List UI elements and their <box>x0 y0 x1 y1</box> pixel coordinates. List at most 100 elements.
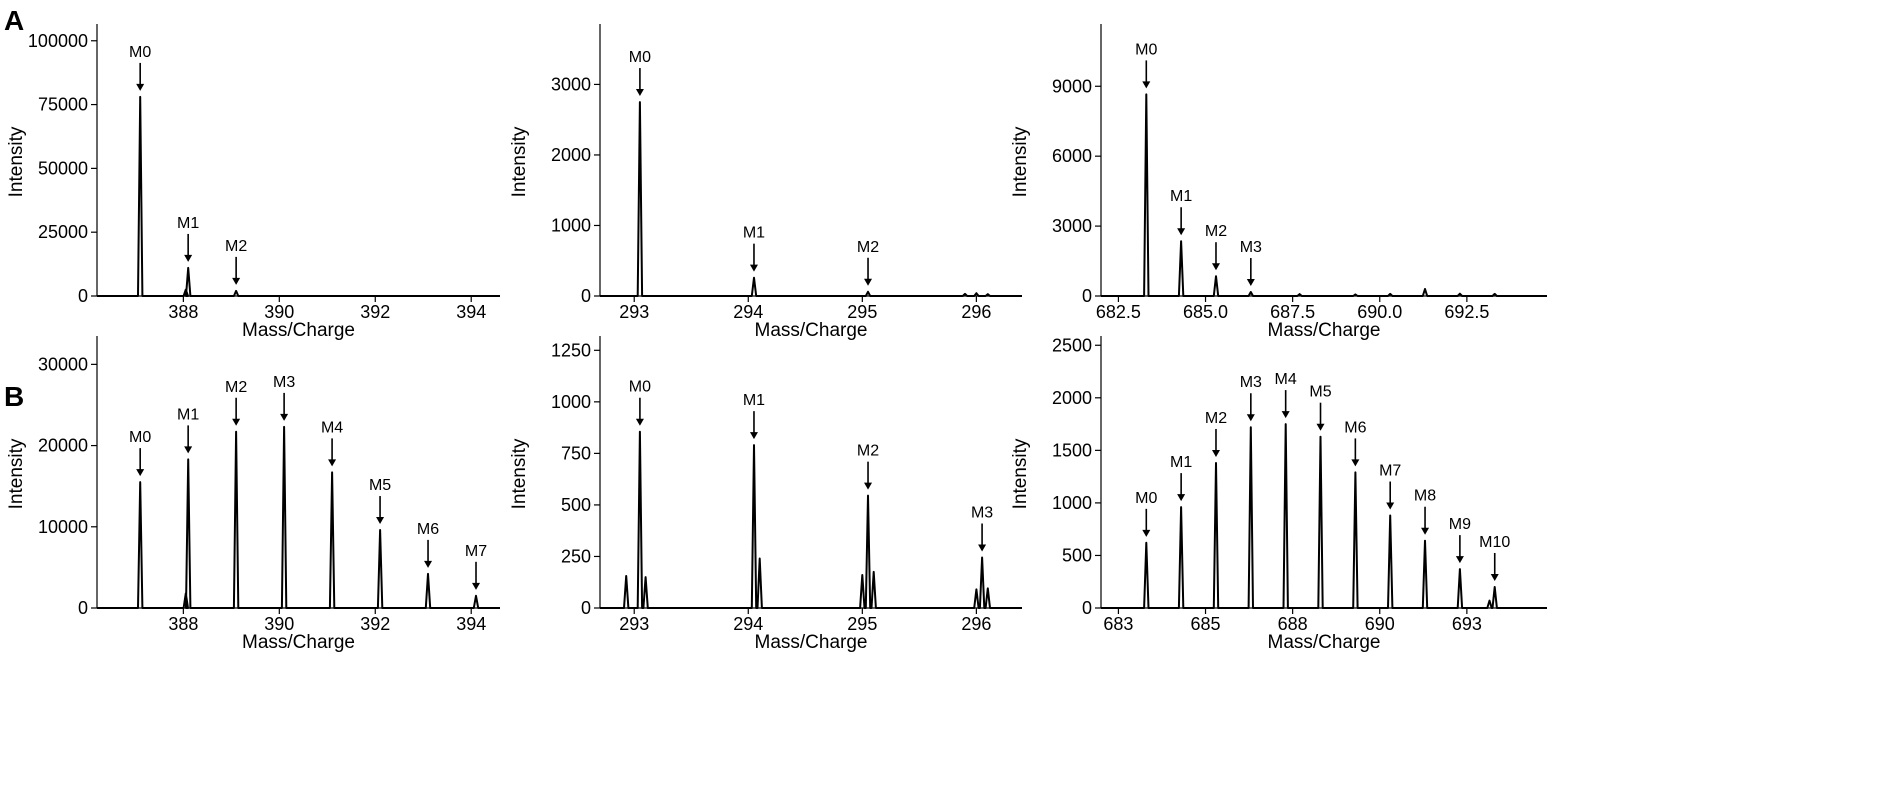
spectrum-chart-6: 0 500 1000 1500 2000 2500 683 685 688 690 693 Mass/… <box>1010 335 1547 653</box>
peak-arrow-head <box>424 560 433 568</box>
peak-arrow-head <box>749 432 758 440</box>
peak-label: M2 <box>225 238 247 255</box>
y-tick-label: 3000 <box>551 74 591 94</box>
y-tick-label: 30000 <box>38 354 88 374</box>
peak-arrow-head <box>1386 502 1395 510</box>
y-axis-label: Intensity <box>1010 126 1031 197</box>
x-tick-label: 293 <box>619 614 649 634</box>
peak-label: M5 <box>1309 384 1331 401</box>
peak-arrow-head <box>1211 449 1220 457</box>
peak-label: M6 <box>1344 419 1366 436</box>
peak-arrow-head <box>1177 494 1186 502</box>
y-tick-label: 0 <box>78 598 88 618</box>
x-tick-label: 688 <box>1278 614 1308 634</box>
peak-arrow-head <box>864 482 873 490</box>
x-tick-label: 388 <box>168 302 198 322</box>
y-axis-label: Intensity <box>509 126 530 197</box>
y-tick-label: 2000 <box>1052 388 1092 408</box>
y-tick-label: 20000 <box>38 436 88 456</box>
spectrum-trace <box>97 95 500 297</box>
y-tick-label: 0 <box>78 286 88 306</box>
x-tick-label: 690.0 <box>1357 302 1402 322</box>
peak-label: M1 <box>177 406 199 423</box>
x-axis-label: Mass/Charge <box>1268 632 1381 653</box>
x-tick-label: 690 <box>1365 614 1395 634</box>
peak-arrow-head <box>1246 414 1255 422</box>
x-tick-label: 294 <box>733 302 763 322</box>
x-tick-label: 296 <box>961 302 991 322</box>
peak-arrow-head <box>1421 527 1430 535</box>
peak-arrow-head <box>1142 81 1151 89</box>
spectrum-chart-4: 0 10000 20000 30000 388 390 392 394 Mass/Charge I… <box>6 336 500 653</box>
peak-label: M2 <box>857 443 879 460</box>
peak-arrow-head <box>1490 573 1499 581</box>
x-tick-label: 685 <box>1191 614 1221 634</box>
y-axis-label: Intensity <box>6 126 27 197</box>
x-tick-label: 390 <box>264 302 294 322</box>
y-axis-label: Intensity <box>6 438 27 509</box>
peak-label: M2 <box>857 239 879 256</box>
y-tick-label: 3000 <box>1052 216 1092 236</box>
peak-arrow-head <box>280 413 289 421</box>
peak-label: M3 <box>273 374 295 391</box>
peak-label: M1 <box>177 215 199 232</box>
y-tick-label: 500 <box>561 495 591 515</box>
spectrum-chart-3: 0 3000 6000 9000 682.5 685.0 687.5 690.0 692.5 Ma… <box>1010 24 1547 341</box>
peak-arrow-head <box>376 517 385 525</box>
peak-arrow-head <box>1142 529 1151 537</box>
peak-label: M0 <box>1135 41 1157 58</box>
peak-label: M2 <box>225 379 247 396</box>
peak-label: M7 <box>465 543 487 560</box>
spectrum-trace <box>600 101 1022 297</box>
x-tick-label: 683 <box>1103 614 1133 634</box>
peak-label: M3 <box>1240 374 1262 391</box>
y-tick-label: 75000 <box>38 95 88 115</box>
x-axis-label: Mass/Charge <box>755 320 868 341</box>
x-tick-label: 394 <box>456 614 486 634</box>
peak-label: M1 <box>743 392 765 409</box>
peak-arrow-head <box>1246 279 1255 287</box>
y-tick-label: 1000 <box>1052 493 1092 513</box>
peak-label: M4 <box>321 419 343 436</box>
x-tick-label: 394 <box>456 302 486 322</box>
spectrum-trace <box>1101 423 1547 609</box>
peak-arrow-head <box>136 469 145 477</box>
peak-label: M4 <box>1275 371 1297 388</box>
spectrum-trace <box>97 425 500 609</box>
peak-label: M3 <box>1240 239 1262 256</box>
y-tick-label: 250 <box>561 546 591 566</box>
peak-arrow-head <box>1177 228 1186 236</box>
peak-arrow-head <box>1351 459 1360 467</box>
y-tick-label: 1000 <box>551 215 591 235</box>
peak-arrow-head <box>232 418 241 426</box>
peak-arrow-head <box>184 446 193 454</box>
peak-label: M0 <box>1135 490 1157 507</box>
x-axis-label: Mass/Charge <box>1268 320 1381 341</box>
y-tick-label: 50000 <box>38 158 88 178</box>
peak-label: M0 <box>629 379 651 396</box>
x-tick-label: 392 <box>360 302 390 322</box>
peak-label: M8 <box>1414 488 1436 505</box>
spectrum-trace <box>1101 93 1547 297</box>
y-tick-label: 0 <box>1082 598 1092 618</box>
peak-label: M7 <box>1379 463 1401 480</box>
peak-arrow-head <box>635 418 644 426</box>
y-tick-label: 0 <box>581 598 591 618</box>
x-tick-label: 685.0 <box>1183 302 1228 322</box>
y-tick-label: 9000 <box>1052 76 1092 96</box>
x-tick-label: 390 <box>264 614 294 634</box>
y-tick-label: 10000 <box>38 517 88 537</box>
peak-arrow-head <box>1455 556 1464 564</box>
spectrum-chart-2: 0 1000 2000 3000 293 294 295 296 Mass/Charge Inte… <box>509 24 1022 341</box>
peak-label: M0 <box>129 44 151 61</box>
peak-label: M1 <box>1170 454 1192 471</box>
y-tick-label: 0 <box>581 286 591 306</box>
peak-label: M10 <box>1479 534 1510 551</box>
peak-label: M6 <box>417 521 439 538</box>
peak-arrow-head <box>232 277 241 285</box>
peak-label: M9 <box>1449 516 1471 533</box>
panel-label-a: A <box>4 5 24 36</box>
y-tick-label: 25000 <box>38 222 88 242</box>
peak-label: M1 <box>1170 188 1192 205</box>
